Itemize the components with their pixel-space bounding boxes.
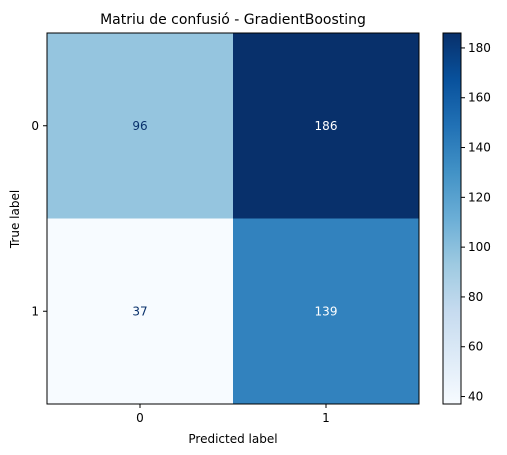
- heatmap-cell: [47, 33, 233, 219]
- colorbar: [442, 32, 462, 405]
- x-axis-label: Predicted label: [188, 432, 277, 446]
- cell-value-label: 37: [132, 304, 147, 318]
- chart-title: Matriu de confusió - GradientBoosting: [100, 12, 366, 28]
- colorbar-tick-label: 160: [468, 91, 491, 105]
- cell-value-label: 186: [315, 119, 338, 133]
- cell-value-label: 139: [315, 304, 338, 318]
- colorbar-tick-label: 140: [468, 141, 491, 155]
- y-axis-ticks: 01: [31, 119, 47, 318]
- colorbar-tick-label: 180: [468, 41, 491, 55]
- colorbar-tick-label: 120: [468, 190, 491, 204]
- x-tick-label: 1: [322, 411, 330, 425]
- colorbar-tick-label: 60: [468, 340, 483, 354]
- heatmap-cells: [47, 33, 419, 404]
- heatmap-cell: [47, 218, 233, 404]
- x-tick-label: 0: [136, 411, 144, 425]
- plot-frame: [46, 32, 420, 405]
- heatmap-cell: [233, 218, 419, 404]
- colorbar-ticks: 40 60 80 100 120 140 160 180: [461, 41, 491, 404]
- cell-value-label: 96: [132, 119, 147, 133]
- y-tick-label: 0: [31, 119, 39, 133]
- colorbar-tick-label: 40: [468, 390, 483, 404]
- y-tick-label: 1: [31, 304, 39, 318]
- colorbar-tick-label: 100: [468, 240, 491, 254]
- heatmap-cell: [233, 33, 419, 219]
- y-axis-label: True label: [8, 190, 22, 249]
- cell-value-labels: 96 186 37 139: [132, 119, 337, 319]
- colorbar-tick-label: 80: [468, 290, 483, 304]
